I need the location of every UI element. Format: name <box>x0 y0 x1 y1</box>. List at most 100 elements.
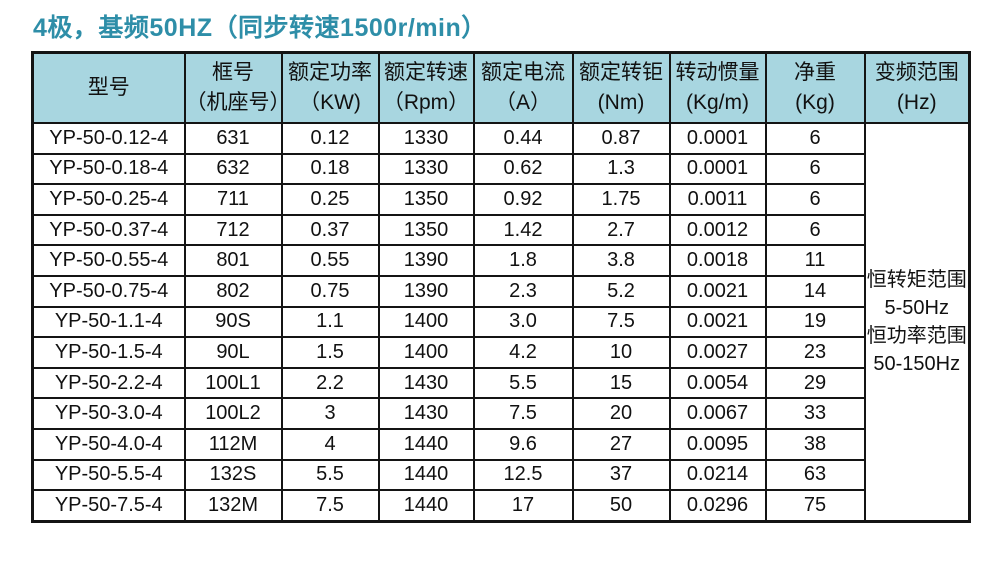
table-cell: 0.87 <box>571 122 671 155</box>
table-cell: 631 <box>183 122 283 155</box>
table-cell: 50 <box>571 489 671 523</box>
table-cell: 27 <box>571 427 671 461</box>
header-line: （KW) <box>299 91 361 114</box>
table-cell: 1400 <box>377 336 475 369</box>
table-cell: 19 <box>764 305 866 339</box>
table-cell: 20 <box>571 397 671 430</box>
table-cell: 33 <box>764 397 866 430</box>
table-cell: 0.55 <box>280 244 380 277</box>
table-cell: 0.0012 <box>668 213 767 247</box>
header-line: （Rpm） <box>382 91 470 114</box>
table-cell: 0.0054 <box>668 366 767 400</box>
table-cell: 0.75 <box>280 274 380 308</box>
table-row: YP-50-0.25-4 711 0.25 1350 0.92 1.75 0.0… <box>31 183 970 216</box>
column-header-net-weight: 净重 (Kg) <box>764 51 866 124</box>
table-cell: 12.5 <box>472 458 574 492</box>
table-cell: 100L2 <box>183 397 283 430</box>
table-cell: 0.44 <box>472 122 574 155</box>
cell-model: YP-50-1.1-4 <box>31 305 186 339</box>
table-cell: 90S <box>183 305 283 339</box>
table-cell: 14 <box>764 274 866 308</box>
table-cell: 0.0067 <box>668 397 767 430</box>
column-header-rated-torque: 额定转钜 (Nm) <box>571 51 671 124</box>
table-cell: 0.62 <box>472 152 574 186</box>
header-line: (Kg/m) <box>686 91 749 114</box>
table-row: YP-50-5.5-4 132S 5.5 1440 12.5 37 0.0214… <box>31 458 970 492</box>
header-row: 型号 框号 （机座号） 额定功率 （KW) 额定转速 （Rpm） 额定电流 <box>31 51 971 124</box>
header-line: (Kg) <box>795 91 835 114</box>
table-cell: 1.75 <box>571 183 671 216</box>
table-cell: 132S <box>183 458 283 492</box>
table-cell: 5.5 <box>280 458 380 492</box>
column-header-inertia: 转动惯量 (Kg/m) <box>668 51 767 124</box>
header-line: 变频范围 <box>874 60 959 84</box>
table-cell: 0.25 <box>280 183 380 216</box>
table-cell: 2.3 <box>472 274 574 308</box>
table-cell: 6 <box>764 122 866 155</box>
table-cell: 1.1 <box>280 305 380 339</box>
table-cell: 0.0011 <box>668 183 767 216</box>
cell-model: YP-50-0.55-4 <box>31 244 186 277</box>
table-cell: 3 <box>280 397 380 430</box>
header-line: （A） <box>494 91 551 114</box>
table-cell: 10 <box>571 336 671 369</box>
header-line: 转动惯量 <box>675 60 760 84</box>
table-cell: 5.2 <box>571 274 671 308</box>
table-row: YP-50-7.5-4 132M 7.5 1440 17 50 0.0296 7… <box>31 489 970 523</box>
table-cell: 4.2 <box>472 336 574 369</box>
table-cell: 1400 <box>377 305 475 339</box>
table-cell: 801 <box>183 244 283 277</box>
note-line: 5-50Hz <box>884 296 949 319</box>
header-line: 净重 <box>794 60 836 84</box>
header-line: (Hz) <box>896 91 937 114</box>
table-cell: 0.0021 <box>668 305 767 339</box>
table-cell: 75 <box>764 489 866 523</box>
cell-model: YP-50-3.0-4 <box>31 397 186 430</box>
table-cell: 29 <box>764 366 866 400</box>
table-cell: 802 <box>183 274 283 308</box>
table-cell: 0.0021 <box>668 274 767 308</box>
table-cell: 23 <box>764 336 866 369</box>
table-cell: 2.2 <box>280 366 380 400</box>
page-title: 4极，基频50HZ（同步转速1500r/min） <box>33 14 487 42</box>
note-line: 50-150Hz <box>873 352 961 375</box>
cell-model: YP-50-0.37-4 <box>31 213 186 247</box>
table-cell: 90L <box>183 336 283 369</box>
header-line: 型号 <box>87 75 130 99</box>
table-cell: 1330 <box>377 122 475 155</box>
column-header-rated-current: 额定电流 （A） <box>472 51 574 124</box>
header-line: (Nm) <box>597 91 645 114</box>
table-cell: 2.7 <box>571 213 671 247</box>
cell-model: YP-50-0.12-4 <box>31 122 186 155</box>
table-row: YP-50-0.18-4 632 0.18 1330 0.62 1.3 0.00… <box>31 152 970 186</box>
table-row: YP-50-1.5-4 90L 1.5 1400 4.2 10 0.0027 2… <box>31 336 970 369</box>
cell-model: YP-50-0.25-4 <box>31 183 186 216</box>
cell-model: YP-50-1.5-4 <box>31 336 186 369</box>
table-cell: 1390 <box>377 274 475 308</box>
header-line: 额定功率 <box>288 60 372 84</box>
table-cell: 0.0296 <box>668 489 767 523</box>
table-cell: 0.0027 <box>668 336 767 369</box>
table-cell: 632 <box>183 152 283 186</box>
table-cell: 1.5 <box>280 336 380 369</box>
table-cell: 9.6 <box>472 427 574 461</box>
table-cell: 0.18 <box>280 152 380 186</box>
table-cell: 132M <box>183 489 283 523</box>
column-header-freq-range: 变频范围 (Hz) <box>863 51 971 124</box>
table-cell: 0.12 <box>280 122 380 155</box>
table-cell: 0.0095 <box>668 427 767 461</box>
table-cell: 1440 <box>377 427 475 461</box>
table-cell: 712 <box>183 213 283 247</box>
table-cell: 0.0018 <box>668 244 767 277</box>
table-cell: 6 <box>764 213 866 247</box>
table-cell: 100L1 <box>183 366 283 400</box>
table-cell: 1440 <box>377 489 475 523</box>
table-cell: 0.0001 <box>668 122 767 155</box>
table-cell: 112M <box>183 427 283 461</box>
table-cell: 7.5 <box>280 489 380 523</box>
column-header-rated-power: 额定功率 （KW) <box>280 51 380 124</box>
table-row: YP-50-0.75-4 802 0.75 1390 2.3 5.2 0.002… <box>31 274 970 308</box>
table-row: YP-50-3.0-4 100L2 3 1430 7.5 20 0.0067 3… <box>31 397 970 430</box>
frequency-range-note: 恒转矩范围 5-50Hz 恒功率范围 50-150Hz <box>863 121 971 523</box>
table-cell: 1330 <box>377 152 475 186</box>
